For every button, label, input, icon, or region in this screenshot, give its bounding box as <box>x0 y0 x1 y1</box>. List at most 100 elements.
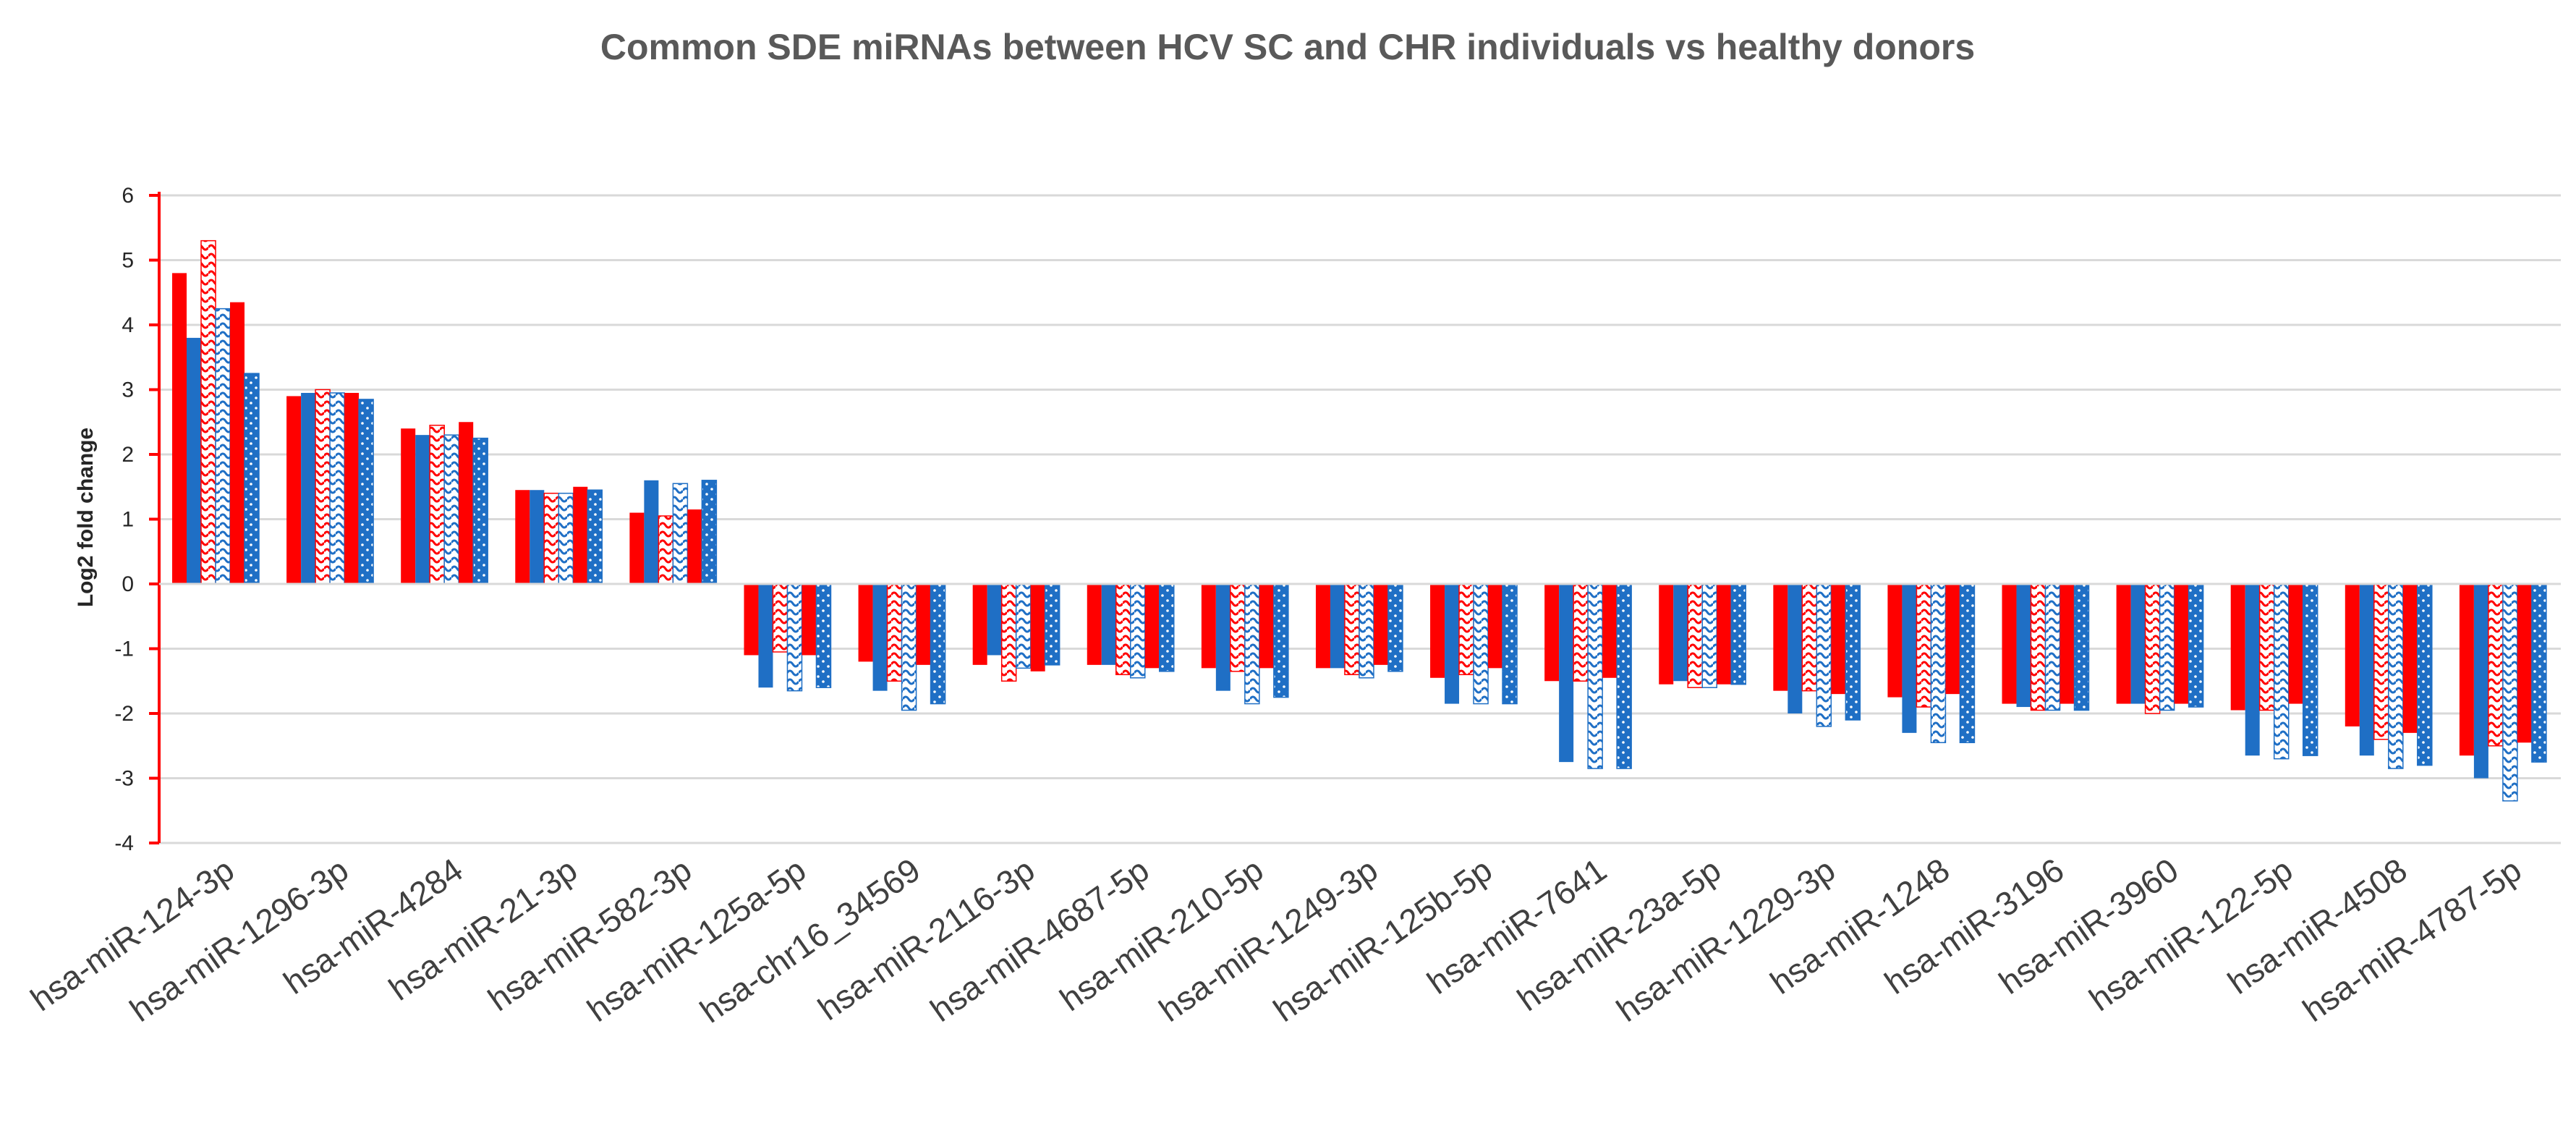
x-tick-label: hsa-miR-21-3p <box>382 851 584 1008</box>
bar-series-3-2 <box>429 424 445 585</box>
bar-series-5-6 <box>916 584 931 665</box>
bar-series-3-8 <box>1115 583 1131 676</box>
bar-series-2-13 <box>1673 584 1688 682</box>
bar-series-3-11 <box>1458 583 1474 676</box>
bar-series-2-10 <box>1330 584 1345 669</box>
bar-series-6-17 <box>2188 583 2204 708</box>
bar-series-4-13 <box>1701 583 1717 688</box>
bar-series-5-13 <box>1717 584 1732 685</box>
bar-series-6-14 <box>1845 583 1861 721</box>
bar-series-4-8 <box>1130 583 1146 679</box>
y-tick-label: 5 <box>122 249 134 273</box>
bar-series-5-7 <box>1030 584 1045 671</box>
y-tick-label: 3 <box>122 378 134 402</box>
bar-series-3-4 <box>658 515 674 585</box>
bar-series-5-11 <box>1488 584 1503 669</box>
bar-series-2-8 <box>1101 584 1116 665</box>
bar-series-5-20 <box>2517 584 2532 743</box>
bar-series-1-4 <box>629 512 645 584</box>
bar-series-3-0 <box>200 240 216 585</box>
bar-series-4-1 <box>329 392 345 585</box>
bar-series-3-5 <box>772 583 788 653</box>
bar-series-2-19 <box>2359 584 2374 756</box>
bar-series-4-10 <box>1359 583 1374 679</box>
bar-series-1-0 <box>172 273 187 584</box>
bar-series-1-10 <box>1315 584 1330 669</box>
bar-series-3-1 <box>315 389 331 585</box>
bar-series-4-2 <box>443 434 459 585</box>
bar-series-5-9 <box>1259 584 1274 669</box>
bar-series-3-7 <box>1000 583 1017 682</box>
bar-series-2-12 <box>1559 584 1574 763</box>
bar-series-5-8 <box>1144 584 1160 669</box>
bar-series-4-3 <box>558 492 574 585</box>
bar-series-3-19 <box>2373 583 2389 740</box>
bar-series-6-0 <box>244 373 260 585</box>
bar-series-4-9 <box>1244 583 1260 705</box>
bar-series-3-17 <box>2144 583 2161 714</box>
bar-series-5-14 <box>1831 584 1846 695</box>
bar-series-6-5 <box>815 583 832 688</box>
bar-series-2-1 <box>301 392 316 584</box>
bar-series-3-15 <box>1916 583 1932 708</box>
bar-series-4-5 <box>786 583 803 692</box>
bar-series-6-8 <box>1159 583 1175 672</box>
bar-series-4-17 <box>2159 583 2175 711</box>
bar-series-5-18 <box>2288 584 2303 704</box>
bar-series-1-5 <box>744 584 759 656</box>
bar-series-6-2 <box>472 437 488 585</box>
bar-series-2-0 <box>187 337 201 584</box>
bar-series-1-8 <box>1087 584 1102 665</box>
bar-series-1-11 <box>1430 584 1445 678</box>
bar-series-2-20 <box>2473 584 2488 779</box>
bar-series-4-19 <box>2388 583 2404 769</box>
bar-series-5-15 <box>1945 584 1960 695</box>
bar-series-1-15 <box>1887 584 1903 698</box>
y-tick-label: 4 <box>122 313 134 337</box>
bar-series-6-6 <box>930 583 946 705</box>
bar-series-1-20 <box>2459 584 2474 756</box>
x-tick-label: hsa-miR-4787-5p <box>2296 851 2528 1029</box>
bar-series-5-1 <box>344 392 360 584</box>
bar-series-3-20 <box>2488 583 2504 747</box>
bar-series-3-14 <box>1801 583 1818 692</box>
bar-series-4-16 <box>2044 583 2061 711</box>
y-tick-label: -4 <box>114 831 134 855</box>
axes <box>149 192 2561 844</box>
bar-series-5-5 <box>802 584 817 656</box>
bar-series-4-0 <box>215 308 231 585</box>
bar-series-3-6 <box>886 583 903 682</box>
bar-series-5-10 <box>1373 584 1388 665</box>
bar-series-5-2 <box>459 422 474 584</box>
bar-series-4-11 <box>1473 583 1489 705</box>
bar-series-5-17 <box>2174 584 2189 704</box>
bar-series-1-14 <box>1773 584 1788 691</box>
bar-series-2-6 <box>872 584 888 691</box>
bar-series-5-4 <box>687 509 702 584</box>
bar-series-4-6 <box>901 583 917 711</box>
x-tick-label: hsa-miR-122-5p <box>2083 851 2300 1019</box>
bar-series-1-19 <box>2345 584 2360 726</box>
bar-series-4-20 <box>2502 583 2518 802</box>
bar-series-4-12 <box>1587 583 1603 769</box>
bar-series-2-15 <box>1902 584 1917 733</box>
bar-series-3-16 <box>2030 583 2046 711</box>
bar-series-2-5 <box>758 584 773 688</box>
chart-title: Common SDE miRNAs between HCV SC and CHR… <box>600 27 1975 67</box>
bar-series-6-20 <box>2531 583 2547 763</box>
bar-series-6-9 <box>1273 583 1289 698</box>
y-tick-label: -3 <box>114 767 134 791</box>
bar-series-4-7 <box>1015 583 1032 669</box>
bar-series-3-9 <box>1230 583 1246 672</box>
bar-series-5-12 <box>1602 584 1618 678</box>
bar-series-6-4 <box>701 480 718 585</box>
bar-series-3-3 <box>543 492 560 585</box>
bar-series-1-3 <box>515 490 530 584</box>
bar-series-2-18 <box>2245 584 2260 756</box>
bar-series-1-7 <box>972 584 987 665</box>
bar-series-4-14 <box>1816 583 1832 727</box>
y-axis-ticks: 6 5 4 3 2 1 0 -1 -2 -3 -4 <box>114 184 134 855</box>
bar-series-1-16 <box>2002 584 2017 704</box>
bar-series-2-17 <box>2130 584 2146 704</box>
y-tick-label: 0 <box>122 572 134 596</box>
